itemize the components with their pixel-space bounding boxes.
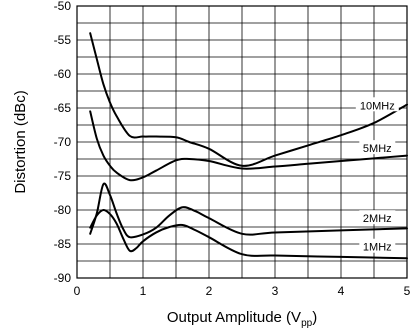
series-label-background [359,238,396,253]
series-line-5mhz [89,110,408,182]
y-tick-label: -75 [54,169,72,183]
series-label-1mhz: 1MHz [363,242,392,254]
y-tick-label: -55 [54,33,72,47]
x-tick-label: 5 [404,284,411,298]
series-label-background [355,97,399,112]
x-axis-title-close: ) [312,309,317,326]
plot-frame [76,5,408,279]
y-tick-label: -90 [54,271,72,285]
x-tick-label: 2 [206,284,213,298]
x-tick-label: 3 [272,284,279,298]
series-label-background [359,210,396,225]
series-label-5mhz: 5MHz [363,143,392,155]
tick-labels: 0 1 2 3 4 5 -50 -55 -60 -65 -70 -75 -80 -85 -90 [54,0,411,298]
series-line-1mhz [89,208,408,260]
x-axis-title-subscript: pp [301,318,313,329]
x-axis-title: Output Amplitude (Vpp) [167,309,317,329]
y-tick-label: -70 [54,135,72,149]
y-tick-label: -85 [54,237,72,251]
x-axis-title-main: Output Amplitude (V [167,309,301,326]
series-labels: 10MHz 5MHz 2MHz 1MHz [355,97,399,254]
series-label-background [359,140,396,155]
y-tick-label: -65 [54,101,72,115]
series-label-2mhz: 2MHz [363,213,392,225]
y-axis-title: Distortion (dBc) [12,90,29,193]
x-tick-label: 0 [74,284,81,298]
x-tick-label: 1 [140,284,147,298]
series-line-2mhz [89,182,408,239]
y-tick-label: -80 [54,203,72,217]
y-tick-label: -60 [54,67,72,81]
series-label-10mhz: 10MHz [360,100,395,112]
y-tick-label: -50 [54,0,72,13]
series-group [89,32,408,260]
series-line-10mhz [89,32,408,167]
grid [77,6,407,278]
x-tick-label: 4 [338,284,345,298]
